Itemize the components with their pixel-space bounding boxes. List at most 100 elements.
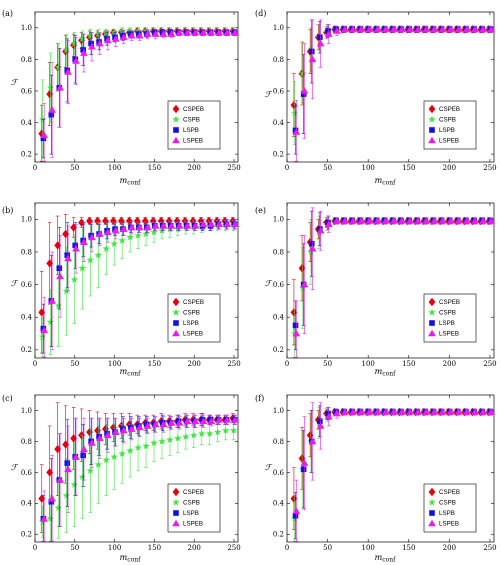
data-point — [125, 216, 133, 226]
y-tick-label: 0.2 — [21, 151, 32, 159]
data-point — [78, 218, 85, 227]
data-point — [349, 25, 358, 33]
legend-label: CSPEB — [183, 299, 204, 306]
x-tick-label: 150 — [148, 360, 161, 368]
data-point — [462, 217, 471, 224]
series-lspeb — [40, 219, 240, 358]
y-axis-label: ℱ — [11, 78, 19, 87]
data-point — [199, 220, 208, 228]
x-tick-label: 250 — [483, 360, 496, 368]
data-point — [80, 445, 88, 452]
data-point — [118, 27, 126, 35]
legend-marker — [172, 104, 180, 114]
data-point — [373, 25, 382, 33]
data-point — [54, 63, 63, 71]
x-tick-label: 100 — [361, 360, 374, 368]
data-point — [397, 217, 406, 224]
legend-label: CSPB — [183, 117, 200, 124]
legend-label: CSPEB — [183, 106, 204, 113]
x-tick-label: 100 — [108, 544, 121, 552]
legend-marker — [173, 127, 179, 133]
series-lspeb — [40, 414, 240, 542]
data-point — [46, 514, 55, 522]
data-point — [198, 429, 206, 437]
data-point — [183, 417, 192, 425]
x-tick-label: 0 — [285, 164, 289, 172]
data-point — [119, 426, 128, 434]
data-point — [56, 265, 63, 272]
data-point — [151, 30, 160, 37]
data-point — [48, 106, 57, 113]
x-tick-label: 250 — [227, 360, 240, 368]
legend-marker — [428, 487, 436, 497]
x-axis-label: mconf — [120, 553, 141, 564]
plot-frame — [34, 11, 239, 163]
data-point — [48, 297, 57, 304]
data-point — [487, 217, 496, 224]
legend-marker — [428, 519, 436, 527]
data-point — [365, 25, 374, 33]
data-point — [134, 231, 142, 239]
y-tick-label: 0.6 — [21, 469, 33, 477]
legend: CSPEB CSPB LSPB LSPEB — [167, 483, 221, 533]
data-point — [341, 25, 349, 33]
data-point — [333, 217, 341, 224]
y-tick-label: 0.4 — [273, 314, 285, 322]
legend-marker — [172, 115, 180, 123]
data-point — [95, 434, 104, 442]
data-point — [117, 216, 125, 226]
y-tick-label: 0.2 — [273, 346, 284, 354]
chart-panel: 0 50 100 150 200 250 0.2 0.4 0.6 0.8 1.0 (f) mconf ℱ C… — [255, 394, 497, 564]
legend-marker — [428, 297, 436, 307]
data-point — [406, 408, 414, 415]
panel-label: (f) — [255, 394, 264, 403]
data-point — [446, 408, 455, 415]
y-tick-label: 0.6 — [273, 87, 285, 95]
y-tick-label: 1.0 — [21, 216, 32, 224]
legend-label: CSPB — [439, 117, 456, 124]
y-tick-label: 0.8 — [273, 56, 284, 64]
series-lspeb — [292, 207, 496, 358]
plot-frame — [34, 394, 239, 543]
data-point — [308, 48, 315, 55]
data-point — [143, 30, 152, 37]
y-axis-label: ℱ — [265, 463, 273, 472]
data-point — [438, 217, 447, 224]
x-tick-label: 0 — [33, 164, 37, 172]
x-tick-label: 50 — [70, 164, 79, 172]
data-point — [94, 30, 102, 38]
data-point — [191, 417, 200, 425]
x-tick-label: 150 — [148, 544, 161, 552]
data-point — [292, 507, 301, 514]
y-tick-label: 1.0 — [273, 24, 284, 32]
data-point — [357, 25, 366, 33]
data-point — [229, 426, 238, 434]
x-tick-label: 250 — [227, 544, 240, 552]
data-point — [389, 217, 398, 224]
data-point — [119, 33, 128, 41]
data-point — [48, 498, 55, 505]
legend-marker — [429, 510, 435, 516]
data-point — [406, 217, 414, 224]
data-point — [316, 39, 325, 47]
data-point — [127, 31, 136, 39]
data-point — [159, 420, 168, 428]
data-point — [102, 244, 110, 252]
data-point — [215, 28, 224, 36]
data-point — [78, 264, 87, 272]
x-axis-label: mconf — [120, 367, 141, 378]
data-point — [143, 223, 152, 231]
x-axis-label: mconf — [375, 553, 396, 564]
data-point — [62, 229, 70, 239]
x-axis-label: mconf — [120, 176, 141, 187]
data-point — [72, 57, 80, 64]
data-point — [111, 226, 120, 234]
data-point — [127, 425, 136, 432]
data-point — [94, 426, 101, 435]
x-tick-label: 200 — [188, 360, 201, 368]
x-tick-label: 200 — [443, 360, 456, 368]
data-point — [454, 25, 463, 33]
data-point — [333, 409, 341, 417]
data-point — [142, 442, 150, 450]
data-point — [142, 27, 150, 35]
